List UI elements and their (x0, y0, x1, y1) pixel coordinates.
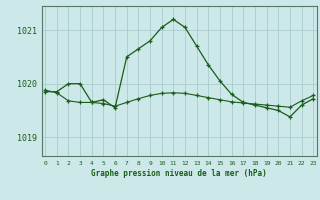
X-axis label: Graphe pression niveau de la mer (hPa): Graphe pression niveau de la mer (hPa) (91, 169, 267, 178)
